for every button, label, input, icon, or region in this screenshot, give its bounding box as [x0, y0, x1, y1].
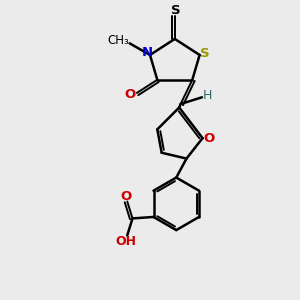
Text: H: H [202, 89, 212, 102]
Text: N: N [142, 46, 153, 59]
Text: CH₃: CH₃ [108, 34, 129, 47]
Text: OH: OH [116, 235, 136, 248]
Text: S: S [200, 47, 210, 60]
Text: O: O [203, 132, 214, 145]
Text: O: O [120, 190, 131, 203]
Text: O: O [125, 88, 136, 101]
Text: S: S [171, 4, 180, 17]
